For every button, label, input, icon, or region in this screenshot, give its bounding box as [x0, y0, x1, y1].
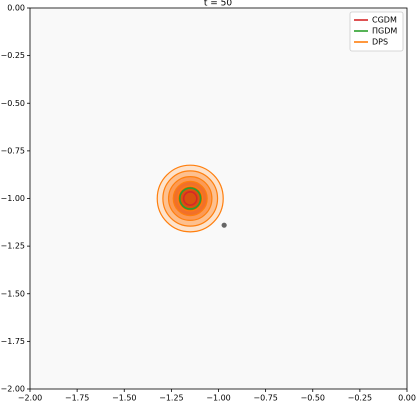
y-tick-label: −1.75: [0, 337, 25, 346]
y-tick-label: −2.00: [0, 385, 25, 394]
contour-ring: [179, 187, 202, 210]
x-tick-label: 0.00: [398, 394, 416, 403]
y-tick-label: −0.50: [0, 99, 25, 108]
contour-ring: [177, 185, 204, 212]
x-tick-label: −0.50: [300, 394, 325, 403]
y-tick-label: −0.75: [0, 146, 25, 155]
x-tick-label: −1.25: [159, 394, 184, 403]
y-tick-label: −0.25: [0, 51, 25, 60]
x-tick-label: −1.00: [206, 394, 231, 403]
y-tick-label: −1.50: [0, 289, 25, 298]
x-tick-label: −0.75: [253, 394, 278, 403]
legend-label: ΠGDM: [372, 27, 397, 36]
x-tick-label: −0.25: [348, 394, 373, 403]
chart-title: t = 50: [204, 0, 233, 9]
x-tick-label: −1.50: [112, 394, 137, 403]
y-tick-label: 0.00: [7, 4, 25, 13]
y-tick-label: −1.25: [0, 242, 25, 251]
legend-label: CGDM: [372, 16, 397, 25]
legend-label: DPS: [372, 38, 388, 47]
x-tick-label: −1.75: [65, 394, 90, 403]
x-tick-label: −2.00: [18, 394, 43, 403]
point: [221, 222, 227, 228]
marks: [156, 164, 227, 233]
contour-ring: [182, 191, 198, 206]
y-tick-label: −1.00: [0, 194, 25, 203]
